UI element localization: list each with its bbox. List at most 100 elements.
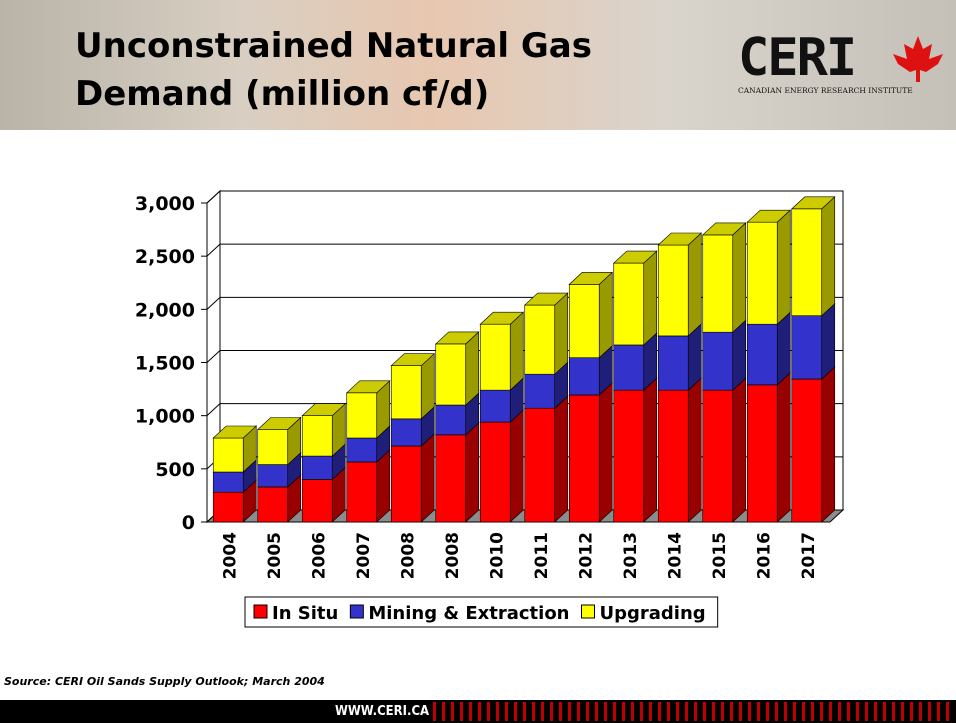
- x-tick-label: 2014: [665, 532, 685, 579]
- stripe: [469, 702, 472, 721]
- bar-segment: [613, 344, 645, 391]
- stripe: [460, 702, 463, 721]
- bar-side: [509, 311, 524, 391]
- stripe: [676, 702, 679, 721]
- stripe: [514, 702, 517, 721]
- y-tick-label: 2,000: [135, 299, 195, 321]
- bar-top: [212, 425, 258, 439]
- bar-segment: [657, 389, 689, 523]
- stripe: [748, 702, 751, 721]
- bar-side: [598, 271, 613, 359]
- legend-label: Upgrading: [600, 603, 706, 624]
- x-tick-label: 2013: [621, 532, 641, 579]
- bar-segment: [613, 389, 645, 523]
- stripe: [874, 702, 877, 721]
- bar-top: [568, 272, 614, 285]
- bar-side: [776, 209, 791, 325]
- bar-side: [509, 409, 524, 523]
- bar-side: [821, 196, 836, 317]
- stripe: [883, 702, 886, 721]
- source-note: Source: CERI Oil Sands Supply Outlook; M…: [4, 675, 325, 688]
- x-tick-label: 2011: [532, 532, 552, 579]
- bar-segment: [702, 331, 734, 391]
- x-tick-label: 2006: [309, 532, 329, 579]
- stripe: [640, 702, 643, 721]
- stripe: [559, 702, 562, 721]
- stripe: [757, 702, 760, 721]
- x-tick-label: 2016: [754, 532, 774, 579]
- stripe: [631, 702, 634, 721]
- y-tick-label: 0: [182, 512, 195, 534]
- bar-segment: [746, 384, 778, 523]
- bar-top: [301, 403, 347, 416]
- legend-box: [244, 596, 719, 628]
- bar-top: [345, 380, 391, 394]
- bar-side: [465, 331, 480, 406]
- stripe: [946, 702, 949, 721]
- bar-segment: [346, 437, 378, 463]
- bar-side: [687, 232, 702, 337]
- bar-segment: [346, 461, 378, 523]
- bar-segment: [791, 315, 823, 380]
- stripe: [775, 702, 778, 721]
- stripe: [667, 702, 670, 721]
- logo-text: CERI: [738, 28, 857, 88]
- bar-side: [821, 366, 836, 523]
- bar-segment: [435, 404, 467, 436]
- stripe: [847, 702, 850, 721]
- stripe: [505, 702, 508, 721]
- stripe: [829, 702, 832, 721]
- bar-side: [465, 422, 480, 523]
- maple-leaf: [893, 36, 943, 82]
- bar-segment: [613, 262, 645, 346]
- bar-segment: [657, 244, 689, 337]
- bar-side: [376, 449, 391, 523]
- stripe: [739, 702, 742, 721]
- bar-segment: [301, 455, 333, 480]
- x-tick-label: 2008: [443, 532, 463, 579]
- logo-subtitle: CANADIAN ENERGY RESEARCH INSTITUTE: [738, 86, 913, 95]
- bar-side: [776, 372, 791, 523]
- stripe: [442, 702, 445, 721]
- stripe: [865, 702, 868, 721]
- stripe: [433, 702, 436, 721]
- bar-segment: [212, 471, 244, 493]
- stripe: [793, 702, 796, 721]
- bar-segment: [212, 437, 244, 473]
- bar-top: [790, 196, 836, 210]
- bar-segment: [702, 234, 734, 333]
- stripe: [928, 702, 931, 721]
- bar-top: [434, 331, 480, 345]
- stripe: [604, 702, 607, 721]
- stripe: [811, 702, 814, 721]
- bar-side: [732, 222, 747, 333]
- x-tick-label: 2017: [799, 532, 819, 579]
- x-tick-label: 2004: [220, 532, 240, 579]
- stripe: [703, 702, 706, 721]
- bar-segment: [746, 221, 778, 325]
- bar-side: [554, 395, 569, 523]
- stripe: [478, 702, 481, 721]
- stripe: [577, 702, 580, 721]
- x-tick-label: 2007: [354, 532, 374, 579]
- stripe: [820, 702, 823, 721]
- bar-segment: [568, 394, 600, 523]
- bar-segment: [746, 323, 778, 386]
- bar-segment: [479, 323, 511, 391]
- bar-segment: [791, 378, 823, 523]
- stripe: [802, 702, 805, 721]
- bar-segment: [568, 284, 600, 359]
- bar-side: [598, 382, 613, 523]
- stripe: [937, 702, 940, 721]
- bar-segment: [435, 343, 467, 406]
- bar-segment: [479, 421, 511, 523]
- bar-segment: [435, 434, 467, 523]
- x-tick-label: 2005: [265, 532, 285, 579]
- bar-top: [746, 209, 792, 223]
- stripe: [523, 702, 526, 721]
- stripe: [586, 702, 589, 721]
- bar-side: [687, 377, 702, 523]
- bar-segment: [657, 335, 689, 391]
- legend-label: Mining & Extraction: [368, 603, 569, 624]
